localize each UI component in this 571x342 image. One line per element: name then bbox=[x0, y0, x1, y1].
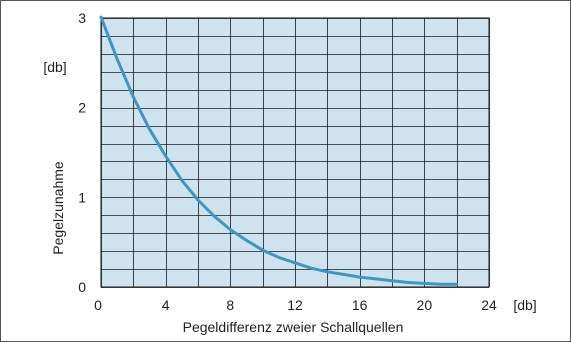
y-tick-labels: 0 1 2 3 bbox=[78, 10, 86, 295]
grid bbox=[101, 18, 490, 288]
x-unit-label: [db] bbox=[513, 297, 536, 313]
x-tick-label: 24 bbox=[481, 297, 497, 313]
x-tick-labels: 0 4 8 12 16 20 24 bbox=[94, 297, 497, 313]
y-axis-title: Pegelzunahme bbox=[50, 161, 66, 255]
x-tick-label: 16 bbox=[352, 297, 368, 313]
y-tick-label: 3 bbox=[78, 10, 86, 26]
x-tick-label: 12 bbox=[287, 297, 303, 313]
series-line bbox=[99, 15, 459, 286]
y-tick-label: 0 bbox=[78, 279, 86, 295]
x-tick-label: 20 bbox=[417, 297, 433, 313]
x-tick-label: 0 bbox=[94, 297, 102, 313]
x-tick-label: 8 bbox=[226, 297, 234, 313]
series-layer bbox=[99, 15, 459, 286]
y-unit-label: [db] bbox=[43, 59, 66, 75]
y-tick-label: 2 bbox=[78, 100, 86, 116]
x-tick-label: 4 bbox=[162, 297, 170, 313]
plot-area bbox=[100, 17, 490, 288]
y-tick-label: 1 bbox=[78, 189, 86, 205]
x-axis-title: Pegeldifferenz zweier Schallquellen bbox=[183, 319, 404, 335]
